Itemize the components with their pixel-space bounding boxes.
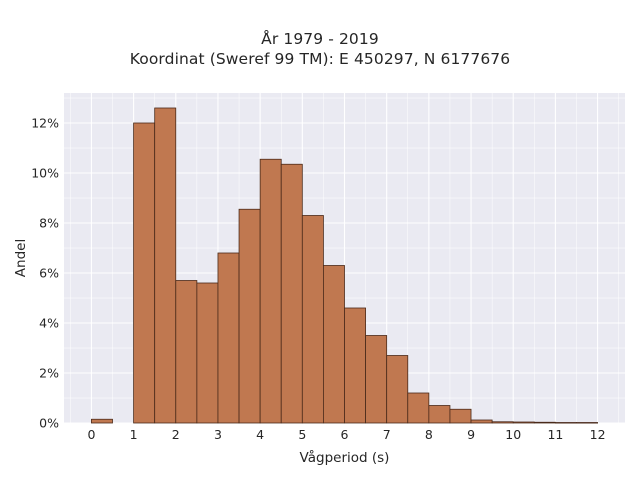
- bars: [91, 107, 598, 424]
- histogram-bar: [323, 265, 345, 424]
- y-tick-label: 2%: [39, 366, 59, 381]
- histogram-bar: [512, 421, 535, 424]
- x-tick-label: 6: [341, 427, 349, 442]
- histogram-bar: [280, 163, 303, 424]
- histogram-bar: [259, 158, 282, 424]
- x-tick-label: 11: [547, 427, 563, 442]
- histogram-bar: [407, 392, 430, 424]
- x-tick-label: 3: [214, 427, 222, 442]
- x-tick-label: 5: [298, 427, 306, 442]
- x-axis-ticks: 0 1 2 3 4 5 6 7 8 9 10 11 12: [87, 427, 605, 442]
- histogram-bar: [217, 252, 240, 424]
- x-tick-label: 7: [383, 427, 391, 442]
- y-tick-label: 12%: [31, 116, 59, 131]
- histogram-bar: [196, 282, 219, 424]
- x-tick-label: 4: [256, 427, 264, 442]
- x-tick-label: 12: [590, 427, 606, 442]
- histogram-bar: [344, 307, 366, 424]
- histogram-bar: [491, 421, 514, 424]
- histogram-bar: [238, 208, 261, 424]
- x-tick-label: 8: [425, 427, 433, 442]
- histogram-bar: [133, 122, 156, 424]
- histogram-bar: [154, 107, 177, 424]
- histogram-bar: [555, 422, 577, 424]
- y-tick-label: 10%: [31, 166, 59, 181]
- histogram-bar: [470, 419, 493, 424]
- chart-title-line-2: Koordinat (Sweref 99 TM): E 450297, N 61…: [129, 50, 511, 68]
- histogram-bar: [175, 280, 198, 424]
- y-tick-label: 8%: [39, 216, 59, 231]
- y-tick-label: 6%: [39, 266, 59, 281]
- x-tick-label: 2: [172, 427, 180, 442]
- x-tick-label: 9: [467, 427, 475, 442]
- histogram-bar: [576, 422, 598, 424]
- x-tick-label: 10: [505, 427, 521, 442]
- histogram-bar: [365, 335, 388, 424]
- histogram-bar: [91, 418, 113, 424]
- histogram-bar: [449, 408, 472, 424]
- x-tick-label: 1: [130, 427, 138, 442]
- x-tick-label: 0: [87, 427, 95, 442]
- histogram-bar: [386, 355, 409, 424]
- histogram-bar: [428, 405, 451, 424]
- chart-title-line-1: År 1979 - 2019: [261, 30, 379, 48]
- histogram-bar: [533, 421, 556, 424]
- y-tick-label: 0%: [39, 416, 59, 431]
- x-axis-label: Vågperiod (s): [300, 449, 390, 466]
- y-tick-label: 4%: [39, 316, 59, 331]
- y-axis-label: Andel: [13, 239, 29, 277]
- y-axis-ticks: 0% 2% 4% 6% 8% 10% 12%: [31, 116, 59, 431]
- histogram-bar: [301, 215, 324, 424]
